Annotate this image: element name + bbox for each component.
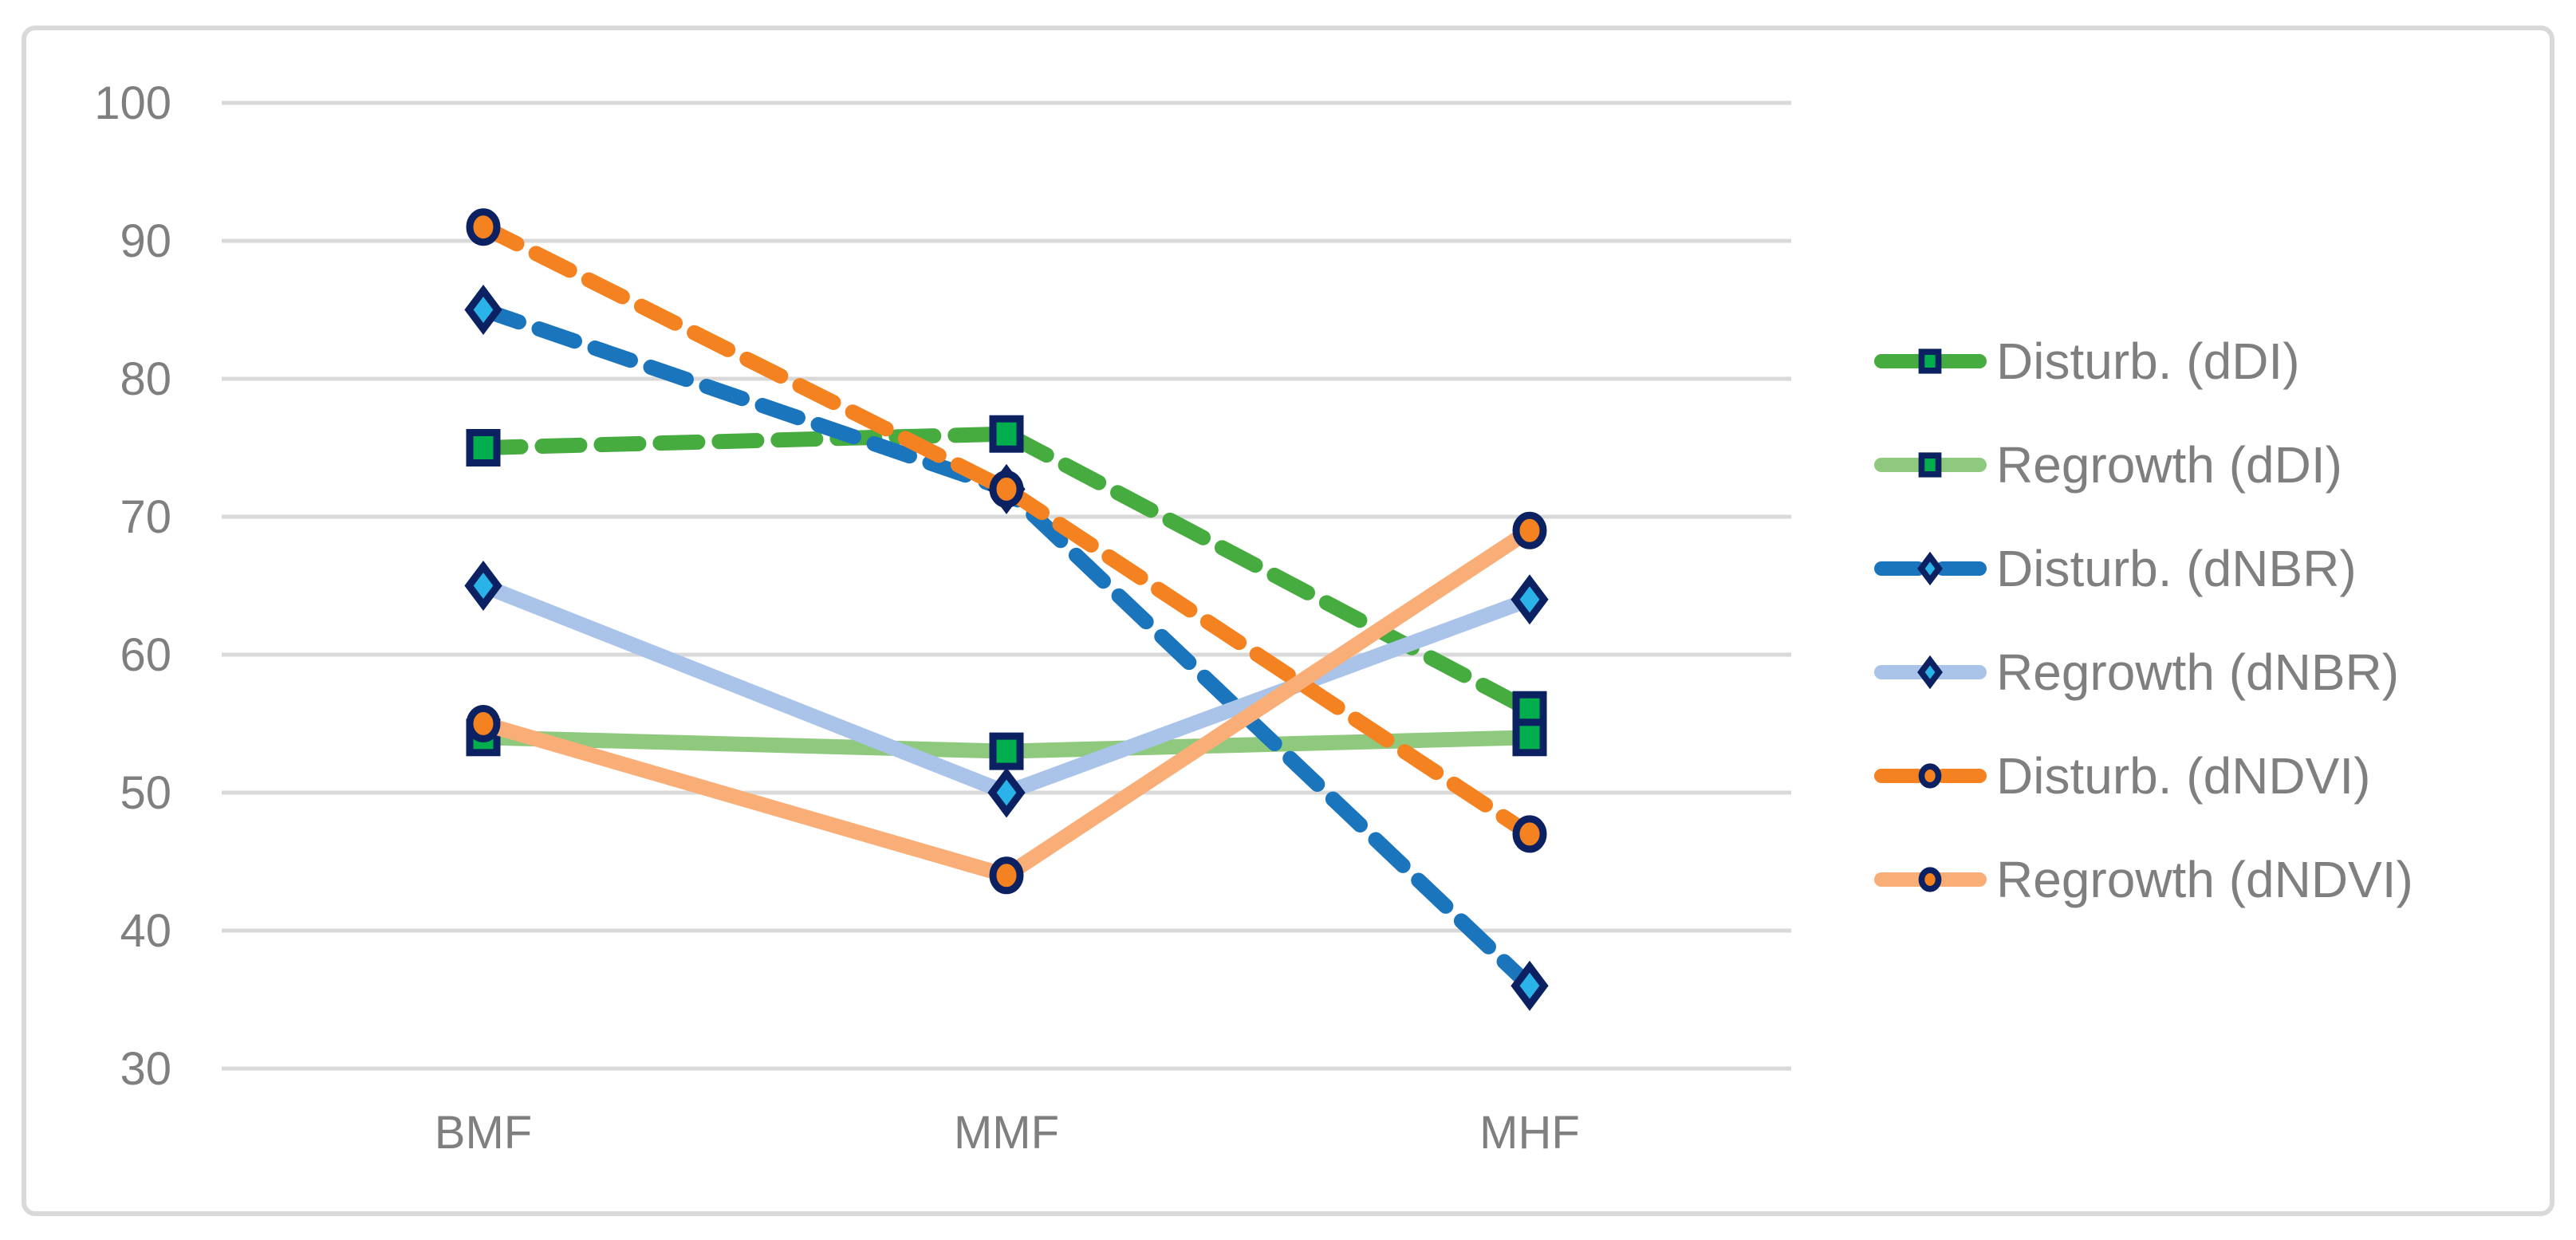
circle-marker xyxy=(1512,511,1547,549)
y-tick-label: 100 xyxy=(94,77,171,129)
square-marker xyxy=(989,732,1024,770)
legend-label: Regrowth (dNDVI) xyxy=(1996,851,2413,908)
legend-label: Disturb. (dDI) xyxy=(1996,333,2300,390)
circle-marker xyxy=(466,705,501,742)
diamond-marker xyxy=(987,767,1026,818)
circle-marker xyxy=(466,208,501,246)
square-marker xyxy=(989,415,1024,453)
y-tick-label: 90 xyxy=(120,215,171,267)
legend-label: Disturb. (dNDVI) xyxy=(1996,747,2370,805)
series-regrowth-dndvi- xyxy=(466,511,1547,895)
legend-label: Regrowth (dDI) xyxy=(1996,436,2342,494)
diamond-marker xyxy=(464,285,502,335)
square-marker xyxy=(1512,718,1547,757)
series-disturb-dndvi- xyxy=(466,208,1547,853)
legend-item: Regrowth (dDI) xyxy=(1874,436,2342,494)
y-tick-label: 50 xyxy=(120,767,171,819)
circle-marker xyxy=(1918,867,1942,892)
legend-label: Disturb. (dNBR) xyxy=(1996,540,2357,597)
diamond-marker xyxy=(1511,574,1549,625)
series-disturb-ddi- xyxy=(466,415,1547,729)
x-tick-label: MHF xyxy=(1479,1107,1580,1159)
circle-marker xyxy=(1918,763,1942,789)
circle-marker xyxy=(1512,815,1547,853)
legend-item: Regrowth (dNDVI) xyxy=(1874,851,2413,908)
legend-item: Disturb. (dNBR) xyxy=(1874,540,2357,597)
y-tick-label: 70 xyxy=(120,491,171,543)
y-tick-label: 30 xyxy=(120,1043,171,1095)
circle-marker xyxy=(989,856,1024,895)
y-tick-label: 40 xyxy=(120,905,171,957)
legend-item: Regrowth (dNBR) xyxy=(1874,644,2399,701)
y-axis-labels: 100 90 80 70 60 50 40 30 xyxy=(94,77,171,1095)
square-marker xyxy=(1918,348,1942,374)
legend: Disturb. (dDI) Regrowth (dDI) Disturb. (dN… xyxy=(1874,333,2413,908)
square-marker xyxy=(1918,452,1942,478)
square-marker xyxy=(466,429,501,466)
circle-marker xyxy=(989,470,1024,508)
legend-label: Regrowth (dNBR) xyxy=(1996,644,2399,701)
x-tick-label: MMF xyxy=(954,1107,1059,1159)
y-tick-label: 80 xyxy=(120,353,171,405)
x-axis-labels: BMF MMF MHF xyxy=(435,1107,1580,1159)
diamond-marker xyxy=(1917,551,1943,586)
x-tick-label: BMF xyxy=(435,1107,532,1159)
diamond-marker xyxy=(1511,960,1549,1011)
diamond-marker xyxy=(464,561,502,611)
legend-item: Disturb. (dNDVI) xyxy=(1874,747,2370,805)
figure-border xyxy=(22,26,2554,1216)
series-line xyxy=(475,426,1538,718)
diamond-marker xyxy=(1917,655,1943,690)
legend-item: Disturb. (dDI) xyxy=(1874,333,2300,390)
series-regrowth-dnbr- xyxy=(464,561,1549,818)
y-tick-label: 60 xyxy=(120,629,171,681)
